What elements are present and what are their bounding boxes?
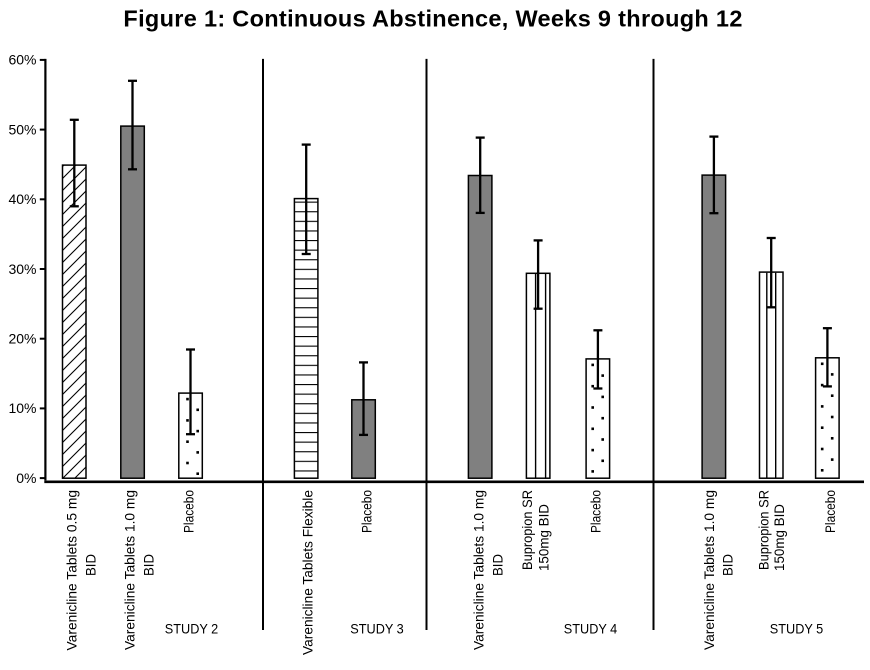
svg-text:30%: 30%	[8, 261, 36, 277]
svg-text:STUDY 5: STUDY 5	[770, 621, 824, 637]
svg-text:150mg BID: 150mg BID	[536, 504, 552, 571]
svg-text:BID: BID	[82, 554, 98, 576]
svg-text:Bupropion SR: Bupropion SR	[755, 490, 771, 570]
svg-text:STUDY 4: STUDY 4	[564, 621, 618, 637]
svg-text:STUDY 2: STUDY 2	[165, 621, 219, 637]
svg-text:BID: BID	[489, 554, 505, 576]
svg-text:BID: BID	[720, 554, 736, 576]
svg-text:Placebo: Placebo	[588, 490, 604, 533]
svg-text:Varenicline Tablets Flexible: Varenicline Tablets Flexible	[299, 490, 315, 655]
svg-text:BID: BID	[140, 554, 156, 576]
svg-text:40%: 40%	[8, 191, 36, 207]
svg-text:0%: 0%	[16, 470, 36, 486]
svg-text:Bupropion SR: Bupropion SR	[519, 490, 535, 570]
svg-text:150mg BID: 150mg BID	[771, 504, 787, 571]
svg-text:10%: 10%	[8, 400, 36, 416]
svg-text:Varenicline Tablets 1.0 mg: Varenicline Tablets 1.0 mg	[470, 490, 486, 650]
svg-text:50%: 50%	[8, 121, 36, 137]
svg-text:Varenicline Tablets 0.5 mg: Varenicline Tablets 0.5 mg	[64, 490, 80, 651]
svg-text:Figure 1: Continuous Abstinenc: Figure 1: Continuous Abstinence, Weeks 9…	[123, 5, 742, 31]
svg-text:20%: 20%	[8, 331, 36, 347]
svg-text:STUDY 3: STUDY 3	[350, 621, 404, 637]
svg-text:Varenicline Tablets 1.0 mg: Varenicline Tablets 1.0 mg	[701, 490, 717, 650]
svg-text:Varenicline Tablets 1.0 mg: Varenicline Tablets 1.0 mg	[122, 490, 138, 650]
svg-text:Placebo: Placebo	[822, 490, 838, 533]
svg-text:Placebo: Placebo	[359, 490, 375, 533]
svg-text:Placebo: Placebo	[181, 490, 197, 533]
svg-text:60%: 60%	[8, 52, 36, 68]
